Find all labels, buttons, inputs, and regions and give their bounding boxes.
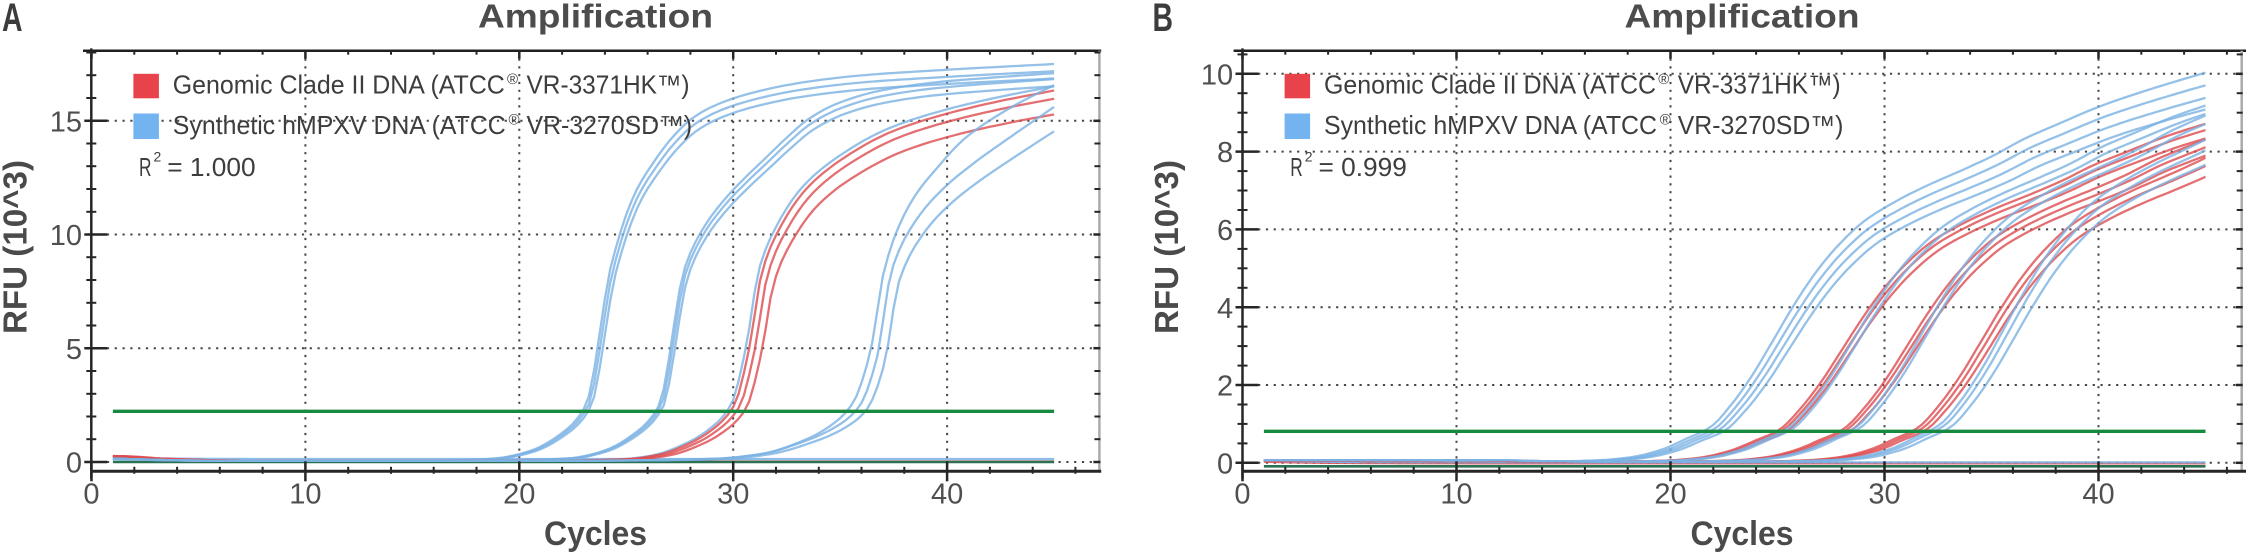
- svg-text:10: 10: [1201, 59, 1233, 91]
- svg-text:Cycles: Cycles: [544, 515, 647, 553]
- svg-text:VR-3270SD™): VR-3270SD™): [1678, 110, 1844, 140]
- svg-text:8: 8: [1217, 137, 1233, 169]
- svg-text:10: 10: [289, 479, 321, 511]
- svg-text:15: 15: [50, 106, 82, 138]
- svg-text:A: A: [2, 0, 23, 40]
- svg-text:Genomic Clade II DNA (ATCC: Genomic Clade II DNA (ATCC: [173, 70, 505, 100]
- svg-text:®: ®: [507, 71, 518, 88]
- svg-text:®: ®: [1660, 111, 1671, 128]
- svg-text:B: B: [1153, 0, 1174, 40]
- svg-text:VR-3371HK™): VR-3371HK™): [1678, 70, 1841, 100]
- svg-text:0: 0: [1217, 448, 1233, 480]
- svg-text:0: 0: [83, 479, 99, 511]
- svg-text:20: 20: [1654, 479, 1686, 511]
- svg-text:40: 40: [2082, 479, 2114, 511]
- svg-text:0: 0: [66, 448, 82, 480]
- svg-text:30: 30: [717, 479, 749, 511]
- svg-text:2: 2: [1305, 149, 1313, 165]
- svg-text:R: R: [139, 152, 152, 182]
- svg-text:R: R: [1290, 152, 1303, 182]
- svg-text:2: 2: [154, 149, 162, 165]
- svg-text:RFU (10^3): RFU (10^3): [0, 160, 34, 334]
- svg-text:6: 6: [1217, 215, 1233, 247]
- svg-text:Genomic Clade II DNA (ATCC: Genomic Clade II DNA (ATCC: [1324, 70, 1656, 100]
- svg-text:VR-3270SD™): VR-3270SD™): [527, 110, 693, 140]
- svg-text:= 1.000: = 1.000: [167, 152, 255, 182]
- svg-text:RFU (10^3): RFU (10^3): [1148, 160, 1185, 334]
- svg-text:0: 0: [1234, 479, 1250, 511]
- svg-text:10: 10: [1440, 479, 1472, 511]
- svg-text:40: 40: [931, 479, 963, 511]
- svg-text:VR-3371HK™): VR-3371HK™): [527, 70, 690, 100]
- svg-text:10: 10: [50, 220, 82, 252]
- svg-text:Amplification: Amplification: [478, 0, 713, 35]
- svg-text:= 0.999: = 0.999: [1319, 152, 1407, 182]
- svg-text:®: ®: [1658, 71, 1669, 88]
- svg-text:30: 30: [1868, 479, 1900, 511]
- svg-text:Synthetic hMPXV DNA (ATCC: Synthetic hMPXV DNA (ATCC: [1324, 110, 1657, 140]
- svg-text:Synthetic hMPXV DNA (ATCC: Synthetic hMPXV DNA (ATCC: [173, 110, 506, 140]
- svg-text:Amplification: Amplification: [1625, 0, 1860, 35]
- svg-text:20: 20: [503, 479, 535, 511]
- svg-text:4: 4: [1217, 293, 1233, 325]
- svg-text:5: 5: [66, 334, 82, 366]
- svg-text:Cycles: Cycles: [1691, 515, 1794, 553]
- svg-text:®: ®: [509, 111, 520, 128]
- svg-text:2: 2: [1217, 371, 1233, 403]
